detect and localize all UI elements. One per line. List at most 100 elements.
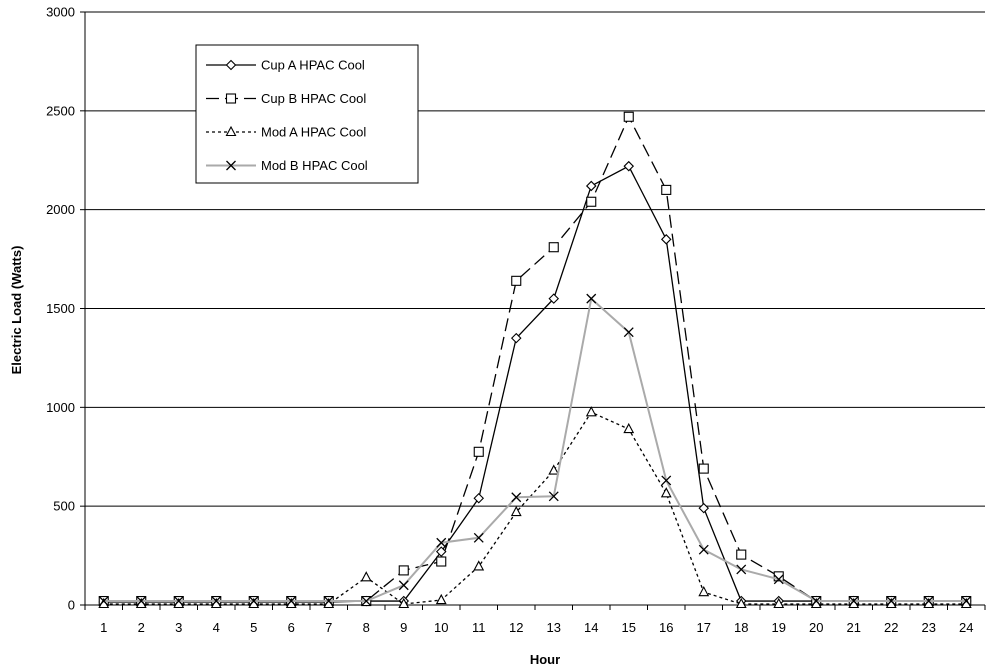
x-tick-label: 19 <box>772 620 786 635</box>
data-point <box>773 597 785 609</box>
data-point <box>211 596 222 607</box>
data-point <box>623 422 635 434</box>
x-tick-label: 6 <box>288 620 295 635</box>
data-point <box>736 549 747 560</box>
legend-marker <box>225 125 237 137</box>
legend-label: Cup A HPAC Cool <box>261 58 365 73</box>
data-point <box>623 327 634 338</box>
x-tick-label: 18 <box>734 620 748 635</box>
data-point <box>323 596 334 607</box>
y-tick-label: 1000 <box>46 400 75 415</box>
data-point <box>286 596 297 607</box>
x-tick-label: 21 <box>847 620 861 635</box>
x-tick-label: 23 <box>922 620 936 635</box>
series-2 <box>98 111 972 607</box>
data-point <box>548 491 559 502</box>
data-point <box>398 565 409 576</box>
series-line <box>103 411 967 605</box>
y-tick-label: 2000 <box>46 202 75 217</box>
data-point <box>436 537 447 548</box>
data-point <box>660 234 672 245</box>
x-axis-title: Hour <box>530 652 560 667</box>
series-group <box>98 111 972 609</box>
x-tick-label: 8 <box>363 620 370 635</box>
x-tick-label: 1 <box>100 620 107 635</box>
data-point <box>735 597 747 609</box>
data-point <box>623 160 635 172</box>
legend-entry: Mod B HPAC Cool <box>206 158 368 173</box>
series-3 <box>98 406 972 609</box>
legend-marker <box>226 160 236 171</box>
data-point <box>511 275 522 286</box>
x-tick-label: 17 <box>697 620 711 635</box>
legend-label: Mod B HPAC Cool <box>261 158 368 173</box>
series-line <box>103 165 967 603</box>
legend-marker <box>225 93 237 104</box>
data-point <box>585 406 597 417</box>
series-line <box>103 296 967 603</box>
data-point <box>511 492 522 503</box>
y-tick-label: 2500 <box>46 103 75 118</box>
data-point <box>660 487 672 498</box>
x-tick-label: 5 <box>250 620 257 635</box>
x-tick-label: 20 <box>809 620 823 635</box>
data-point <box>510 505 522 517</box>
data-point <box>585 180 597 192</box>
data-point <box>811 596 822 607</box>
data-point <box>98 596 109 607</box>
x-tick-label: 12 <box>509 620 523 635</box>
x-tick-label: 2 <box>138 620 145 635</box>
data-point <box>548 464 560 475</box>
data-point <box>398 580 409 591</box>
legend-marker <box>225 59 237 71</box>
y-tick-labels: 0 500 1000 1500 2000 2500 3000 <box>46 5 75 613</box>
series-1 <box>98 160 972 608</box>
x-tick-label: 9 <box>400 620 407 635</box>
legend-entry: Cup B HPAC Cool <box>206 91 366 106</box>
x-tick-label: 22 <box>884 620 898 635</box>
x-tick-label: 13 <box>547 620 561 635</box>
y-tick-label: 0 <box>68 598 75 613</box>
data-point <box>435 593 447 605</box>
data-point <box>510 332 522 344</box>
x-tick-label: 3 <box>175 620 182 635</box>
series-line <box>103 115 967 602</box>
data-point <box>473 560 485 571</box>
legend-entry: Mod A HPAC Cool <box>206 125 366 140</box>
x-tick-label: 24 <box>959 620 973 635</box>
data-point <box>698 502 710 514</box>
data-point <box>736 564 747 575</box>
data-point <box>548 242 559 253</box>
axes <box>80 11 986 610</box>
data-point <box>586 293 597 304</box>
y-axis-title: Electric Load (Watts) <box>9 246 24 375</box>
legend-label: Mod A HPAC Cool <box>261 125 366 140</box>
data-point <box>435 546 447 557</box>
data-point <box>623 111 634 122</box>
x-tick-labels: 1 2 3 4 5 6 7 8 9 10 11 12 13 14 15 16 17 18 19 20 21 22 23 24 <box>100 620 973 635</box>
legend-entry: Cup A HPAC Cool <box>206 58 365 73</box>
data-point <box>923 596 934 607</box>
data-point <box>173 596 184 607</box>
data-point <box>136 596 147 607</box>
data-point <box>398 597 410 609</box>
y-tick-label: 3000 <box>46 5 75 20</box>
data-point <box>698 585 710 597</box>
x-tick-label: 4 <box>213 620 220 635</box>
legend-label: Cup B HPAC Cool <box>261 91 366 106</box>
y-tick-label: 500 <box>53 499 75 514</box>
data-point <box>360 571 372 582</box>
data-point <box>248 596 259 607</box>
data-point <box>548 293 560 304</box>
data-point <box>436 556 447 567</box>
series-4 <box>98 293 972 607</box>
x-tick-label: 10 <box>434 620 448 635</box>
y-tick-label: 1500 <box>46 301 75 316</box>
x-tick-label: 11 <box>472 620 486 635</box>
legend: Cup A HPAC Cool Cup B HPAC Cool Mod A HPAC… <box>195 44 419 184</box>
data-point <box>773 571 784 582</box>
x-tick-label: 14 <box>584 620 598 635</box>
data-point <box>361 596 372 607</box>
data-point <box>473 532 484 543</box>
